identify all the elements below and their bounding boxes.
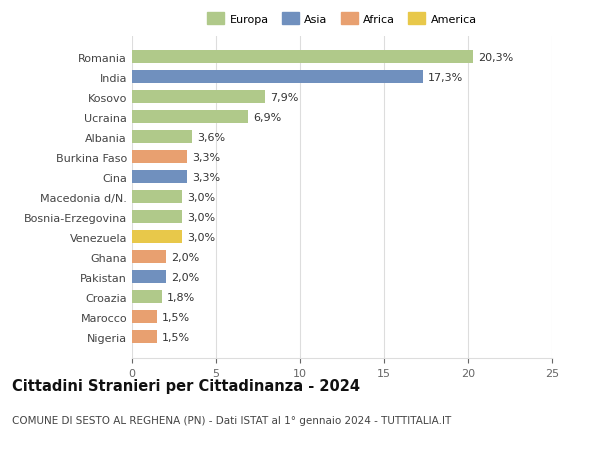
Text: 6,9%: 6,9% bbox=[253, 112, 281, 123]
Bar bbox=[132, 231, 182, 244]
Text: 3,0%: 3,0% bbox=[187, 213, 215, 222]
Bar bbox=[132, 291, 162, 303]
Bar bbox=[132, 330, 157, 343]
Bar bbox=[132, 71, 422, 84]
Text: 3,0%: 3,0% bbox=[187, 232, 215, 242]
Text: 17,3%: 17,3% bbox=[428, 73, 463, 83]
Text: 7,9%: 7,9% bbox=[270, 93, 298, 103]
Text: 1,5%: 1,5% bbox=[162, 332, 190, 342]
Text: 1,5%: 1,5% bbox=[162, 312, 190, 322]
Text: Cittadini Stranieri per Cittadinanza - 2024: Cittadini Stranieri per Cittadinanza - 2… bbox=[12, 379, 360, 394]
Text: 3,6%: 3,6% bbox=[197, 133, 226, 143]
Bar bbox=[132, 251, 166, 263]
Bar bbox=[132, 111, 248, 124]
Text: 3,3%: 3,3% bbox=[193, 152, 221, 162]
Bar bbox=[132, 171, 187, 184]
Legend: Europa, Asia, Africa, America: Europa, Asia, Africa, America bbox=[207, 13, 477, 25]
Bar bbox=[132, 271, 166, 284]
Bar bbox=[132, 131, 193, 144]
Text: 2,0%: 2,0% bbox=[170, 252, 199, 262]
Text: 3,3%: 3,3% bbox=[193, 173, 221, 182]
Text: COMUNE DI SESTO AL REGHENA (PN) - Dati ISTAT al 1° gennaio 2024 - TUTTITALIA.IT: COMUNE DI SESTO AL REGHENA (PN) - Dati I… bbox=[12, 415, 451, 425]
Bar bbox=[132, 191, 182, 204]
Bar bbox=[132, 51, 473, 64]
Text: 20,3%: 20,3% bbox=[478, 53, 514, 63]
Text: 3,0%: 3,0% bbox=[187, 192, 215, 202]
Text: 2,0%: 2,0% bbox=[170, 272, 199, 282]
Bar bbox=[132, 91, 265, 104]
Bar bbox=[132, 311, 157, 324]
Text: 1,8%: 1,8% bbox=[167, 292, 196, 302]
Bar bbox=[132, 151, 187, 164]
Bar bbox=[132, 211, 182, 224]
